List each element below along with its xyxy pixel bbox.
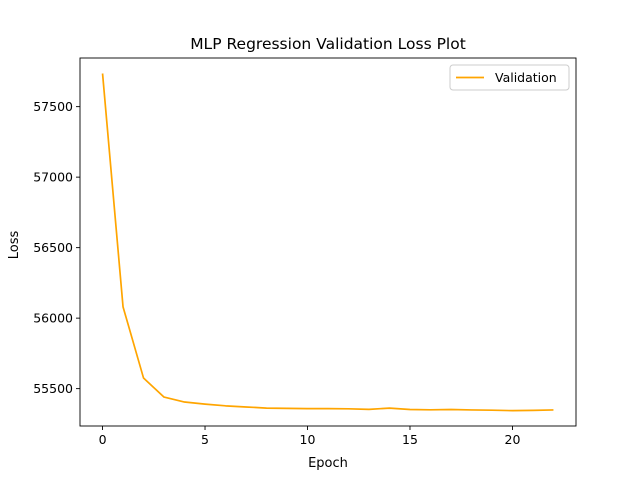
x-tick-label: 15 xyxy=(402,432,418,447)
x-tick-label: 5 xyxy=(201,432,209,447)
plot-background xyxy=(80,58,576,426)
series-line-0 xyxy=(101,73,554,412)
plot-area xyxy=(79,57,577,427)
x-axis-label: Epoch xyxy=(308,456,348,471)
plot-frame xyxy=(79,57,577,427)
legend-box xyxy=(449,64,570,91)
x-tick-label: 10 xyxy=(300,432,316,447)
y-axis: 55500 56000 56500 57000 57500 xyxy=(33,99,80,396)
y-tick-label: 56000 xyxy=(33,311,73,326)
x-tick-label: 0 xyxy=(99,432,107,447)
y-tick-label: 57000 xyxy=(33,170,73,185)
y-tick-label: 56500 xyxy=(33,240,73,255)
y-tick-label: 57500 xyxy=(33,99,73,114)
legend-label-0: Validation xyxy=(495,70,557,85)
legend: Validation xyxy=(449,64,570,91)
x-axis: 0 5 10 15 20 xyxy=(99,426,521,447)
chart-title: MLP Regression Validation Loss Plot xyxy=(190,35,466,53)
y-axis-label: Loss xyxy=(7,231,22,260)
y-tick-label: 55500 xyxy=(33,381,73,396)
x-tick-label: 20 xyxy=(505,432,521,447)
